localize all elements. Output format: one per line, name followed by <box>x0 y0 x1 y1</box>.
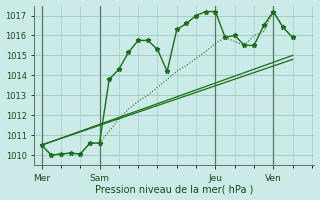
X-axis label: Pression niveau de la mer( hPa ): Pression niveau de la mer( hPa ) <box>95 184 253 194</box>
